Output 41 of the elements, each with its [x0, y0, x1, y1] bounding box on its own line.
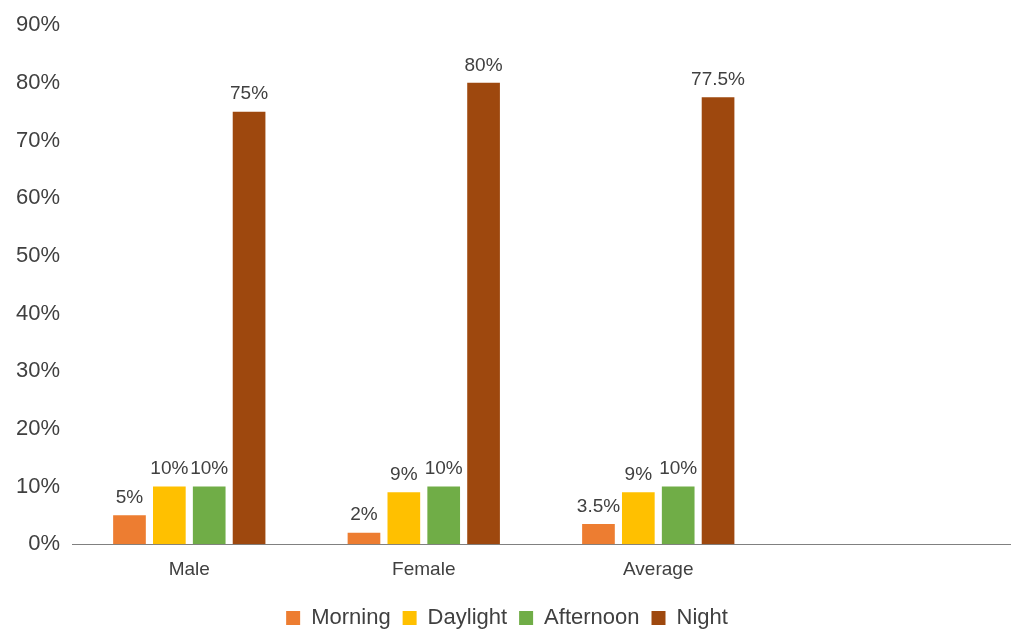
bar: [192, 486, 226, 545]
data-label: 10%: [150, 457, 189, 479]
y-tick-label: 20%: [15, 414, 61, 440]
y-tick-label: 70%: [15, 126, 61, 152]
y-tick-label: 40%: [15, 299, 61, 325]
bar: [113, 515, 146, 545]
y-tick-label: 10%: [15, 472, 61, 498]
y-tick-label: 30%: [15, 357, 61, 383]
legend-label: Morning: [311, 604, 391, 630]
data-label: 10%: [190, 457, 229, 479]
y-tick-label: 90%: [15, 11, 61, 37]
data-label: 80%: [464, 53, 503, 75]
data-label: 5%: [115, 486, 144, 508]
y-tick-label: 0%: [28, 530, 61, 556]
bar: [232, 111, 266, 545]
data-label: 3.5%: [576, 494, 621, 516]
bar: [701, 97, 735, 545]
bar: [153, 486, 186, 545]
data-label: 10%: [659, 457, 698, 479]
x-tick-label: Male: [168, 557, 210, 579]
bar: [661, 486, 695, 545]
data-label: 77.5%: [691, 68, 746, 90]
data-label: 75%: [230, 82, 269, 104]
legend-label: Night: [676, 604, 728, 630]
legend-label: Daylight: [427, 604, 508, 630]
data-label: 2%: [350, 503, 378, 525]
y-tick-label: 60%: [15, 184, 61, 210]
bar: [347, 532, 381, 545]
x-tick-label: Female: [392, 557, 456, 579]
bar: [387, 492, 421, 545]
y-tick-label: 80%: [15, 68, 61, 94]
bar: [582, 524, 615, 545]
y-tick-label: 50%: [15, 241, 61, 267]
legend-label: Afternoon: [544, 604, 640, 630]
data-label: 10%: [424, 457, 463, 479]
data-label: 9%: [624, 463, 653, 485]
bar: [427, 486, 461, 545]
x-tick-label: Average: [623, 557, 694, 579]
bar: [621, 492, 655, 545]
data-label: 9%: [390, 463, 418, 485]
bar: [467, 82, 500, 545]
